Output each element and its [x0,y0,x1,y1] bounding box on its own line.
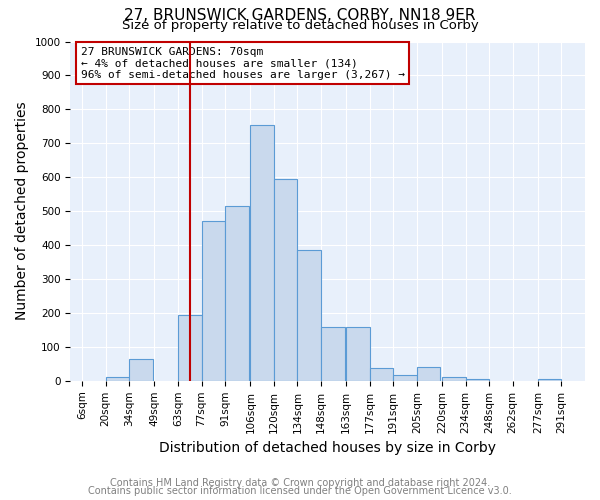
Bar [274,179,298,381]
Bar [225,206,248,381]
Bar [466,379,489,381]
Y-axis label: Number of detached properties: Number of detached properties [15,102,29,320]
Text: Contains HM Land Registry data © Crown copyright and database right 2024.: Contains HM Land Registry data © Crown c… [110,478,490,488]
Bar [202,222,225,381]
Bar [106,376,129,381]
Text: 27 BRUNSWICK GARDENS: 70sqm
← 4% of detached houses are smaller (134)
96% of sem: 27 BRUNSWICK GARDENS: 70sqm ← 4% of deta… [80,46,404,80]
Bar [129,360,153,381]
Bar [321,326,344,381]
Bar [346,326,370,381]
Bar [538,379,562,381]
Bar [178,314,202,381]
Bar [417,366,440,381]
Bar [250,124,274,381]
Bar [393,374,417,381]
Bar [442,378,466,381]
Text: 27, BRUNSWICK GARDENS, CORBY, NN18 9ER: 27, BRUNSWICK GARDENS, CORBY, NN18 9ER [124,8,476,22]
X-axis label: Distribution of detached houses by size in Corby: Distribution of detached houses by size … [159,441,496,455]
Text: Contains public sector information licensed under the Open Government Licence v3: Contains public sector information licen… [88,486,512,496]
Bar [298,250,321,381]
Text: Size of property relative to detached houses in Corby: Size of property relative to detached ho… [122,19,478,32]
Bar [370,368,393,381]
